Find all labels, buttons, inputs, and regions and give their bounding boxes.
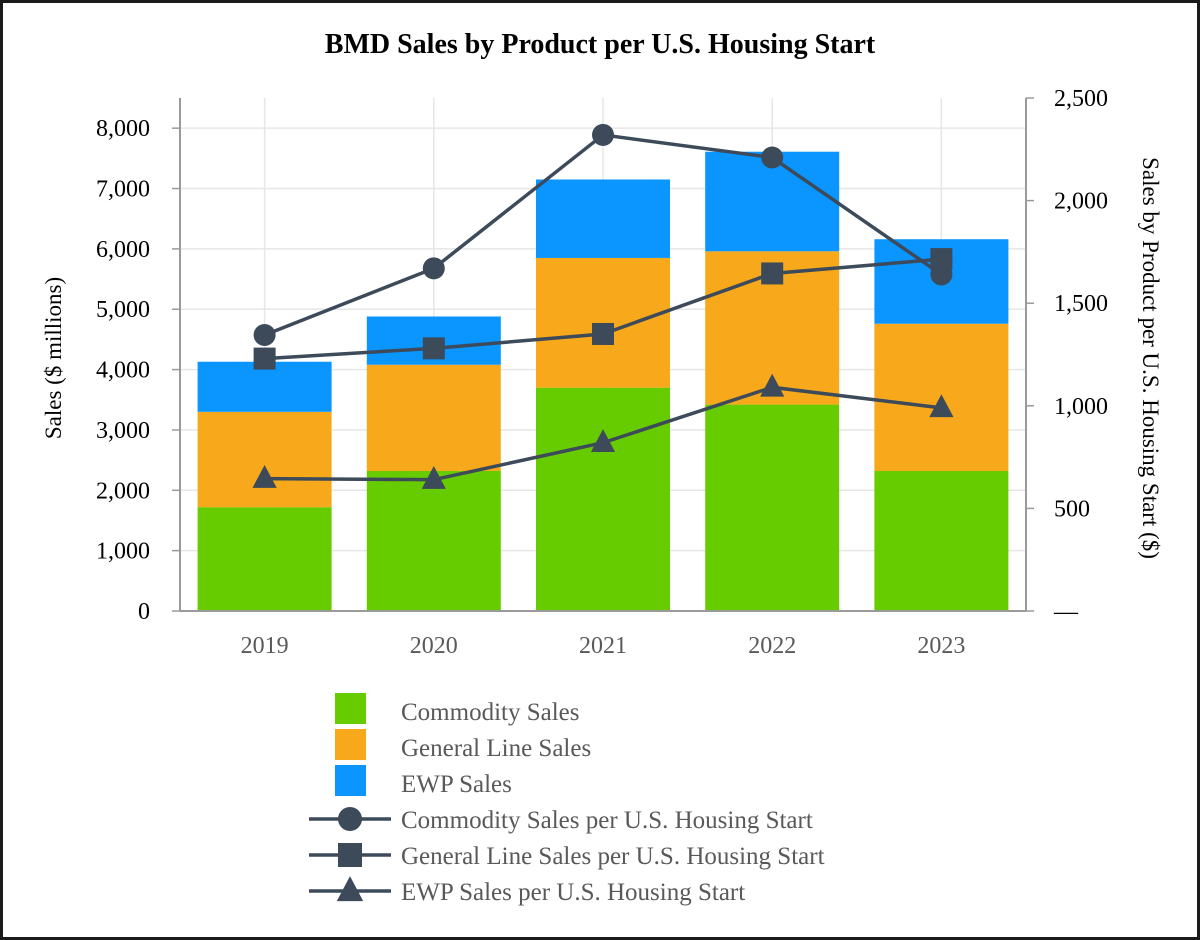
x-tick-label: 2022 [748,633,796,659]
x-tick-label: 2020 [410,633,458,659]
y-tick-label: 6,000 [96,237,150,263]
y2-tick-label: 1,500 [1054,291,1108,317]
y-tick-label: 4,000 [96,358,150,384]
chart-title: BMD Sales by Product per U.S. Housing St… [325,29,876,60]
legend-label-general-line-sales: General Line Sales [401,735,591,762]
legend-label-commodity-sales: Commodity Sales [401,699,579,726]
marker-general-line-sales-per-u-s-housing-start-2021 [592,322,614,345]
y-tick-label: 0 [138,599,150,625]
bar-layer [197,151,1009,611]
marker-general-line-sales-per-u-s-housing-start-2023 [930,248,953,271]
y2-tick-label: 1,000 [1054,394,1108,420]
legend-marker-general-line-sales-per-u-s-housing-start [338,843,362,867]
bar-commodity-sales-2022 [705,404,840,611]
marker-ewp-sales-per-u-s-housing-start-2019 [252,465,277,488]
bar-commodity-sales-2019 [197,507,332,611]
marker-ewp-sales-per-u-s-housing-start-2022 [760,373,785,397]
y-tick-label: 3,000 [96,418,150,444]
marker-ewp-sales-per-u-s-housing-start-2023 [929,394,954,418]
chart-canvas: BMD Sales by Product per U.S. Housing St… [41,29,1163,906]
legend-label-commodity-sales-per-u-s-housing-start: Commodity Sales per U.S. Housing Start [401,807,813,834]
bar-general-line-sales-2019 [197,411,332,508]
bar-commodity-sales-2023 [874,470,1009,611]
marker-commodity-sales-per-u-s-housing-start-2021 [592,123,614,146]
legend: Commodity Sales General Line Sales EWP Sal… [309,693,825,906]
marker-general-line-sales-per-u-s-housing-start-2020 [422,337,445,360]
marker-ewp-sales-per-u-s-housing-start-2021 [590,429,616,452]
marker-ewp-sales-per-u-s-housing-start-2020 [421,466,446,489]
bar-ewp-sales-2021 [536,179,670,258]
legend-swatch-general-line-sales [335,729,366,760]
bar-commodity-sales-2021 [536,387,670,611]
bar-commodity-sales-2020 [366,470,501,611]
marker-commodity-sales-per-u-s-housing-start-2022 [761,146,784,169]
y-tick-label: 5,000 [96,297,150,323]
y2-tick-label: 500 [1054,496,1090,522]
marker-general-line-sales-per-u-s-housing-start-2019 [253,347,276,370]
legend-label-general-line-sales-per-u-s-housing-start: General Line Sales per U.S. Housing Star… [401,843,825,870]
axis-layer: 0 1,000 2,000 3,000 4,000 5,000 6,000 7,000 8,00… [96,86,1108,659]
y2-axis-label: Sales by Product per U.S. Housing Start … [1138,157,1163,559]
y-tick-label: 1,000 [96,539,150,565]
y-tick-label: 2,000 [96,478,150,504]
legend-marker-ewp-sales-per-u-s-housing-start [336,876,364,902]
bar-general-line-sales-2021 [536,257,670,388]
marker-commodity-sales-per-u-s-housing-start-2019 [253,324,276,347]
x-tick-label: 2021 [579,633,627,659]
bar-general-line-sales-2020 [366,364,501,471]
bar-ewp-sales-2019 [197,361,332,412]
y2-tick-label: 2,000 [1054,189,1108,215]
line-layer [252,123,954,489]
legend-swatch-ewp-sales [335,765,366,796]
y-tick-label: 8,000 [96,116,150,142]
marker-general-line-sales-per-u-s-housing-start-2022 [761,262,784,285]
legend-marker-commodity-sales-per-u-s-housing-start [338,807,362,831]
y-axis-label: Sales ($ millions) [41,277,66,439]
legend-swatch-commodity-sales [335,693,366,724]
legend-label-ewp-sales: EWP Sales [401,771,512,798]
y-tick-label: 7,000 [96,177,150,203]
y2-tick-label: 2,500 [1054,86,1108,112]
marker-commodity-sales-per-u-s-housing-start-2020 [422,257,445,280]
legend-label-ewp-sales-per-u-s-housing-start: EWP Sales per U.S. Housing Start [401,879,745,906]
x-tick-label: 2019 [241,633,289,659]
x-tick-label: 2023 [917,633,965,659]
y2-tick-label: — [1053,599,1079,625]
